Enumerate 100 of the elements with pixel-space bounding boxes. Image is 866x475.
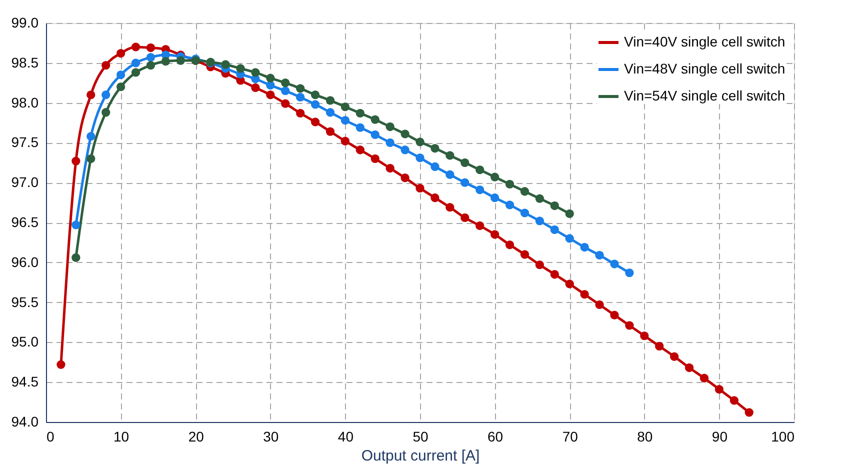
y-tick-label: 94.0 [11, 414, 39, 430]
legend-label: Vin=54V single cell switch [624, 88, 786, 104]
legend-label: Vin=48V single cell switch [624, 60, 786, 76]
point [430, 162, 440, 171]
point [550, 225, 559, 234]
point [490, 230, 500, 239]
x-tick-label: 80 [637, 428, 653, 444]
point [131, 58, 140, 68]
point [416, 138, 424, 146]
point [102, 108, 110, 117]
point [460, 213, 470, 222]
point [670, 352, 679, 361]
point [102, 90, 110, 100]
point [655, 342, 664, 351]
point [356, 123, 364, 132]
x-tick-label: 10 [114, 428, 130, 444]
point [520, 250, 530, 259]
point [490, 193, 500, 202]
point [326, 96, 335, 105]
point [490, 172, 500, 182]
point [116, 70, 126, 80]
point [56, 360, 66, 369]
point [744, 408, 754, 417]
point [580, 242, 589, 252]
point [310, 118, 320, 126]
point [131, 42, 140, 52]
point [86, 90, 96, 100]
point [400, 130, 410, 138]
point [72, 253, 80, 262]
x-axis-title: Output current [A] [361, 448, 480, 464]
point [281, 99, 290, 108]
point [416, 184, 424, 193]
point [86, 154, 96, 163]
x-tick-label: 40 [338, 428, 354, 444]
point [476, 221, 484, 230]
point [340, 116, 350, 125]
x-tick-label: 50 [412, 428, 428, 444]
point [251, 83, 260, 92]
point [460, 178, 470, 187]
point [266, 74, 275, 82]
point [416, 154, 424, 162]
point [460, 158, 470, 167]
point [326, 127, 335, 136]
y-tick-label: 96.5 [11, 214, 39, 230]
point [565, 234, 574, 243]
point [386, 122, 394, 132]
point [625, 321, 634, 330]
point [236, 64, 245, 73]
point [520, 187, 530, 196]
point [281, 78, 290, 88]
point [116, 82, 126, 92]
point [610, 260, 619, 268]
point [116, 49, 126, 58]
point [266, 90, 275, 100]
point [176, 56, 185, 65]
point [580, 290, 589, 299]
x-tick-label: 0 [46, 428, 54, 444]
point [266, 80, 275, 90]
point [700, 374, 709, 382]
point [430, 193, 440, 202]
point [550, 270, 559, 279]
point [476, 166, 484, 174]
x-tick-label: 70 [562, 428, 578, 444]
point [505, 200, 514, 210]
point [430, 144, 440, 153]
point [251, 68, 260, 77]
point [446, 170, 454, 179]
point [505, 240, 514, 250]
point [281, 86, 290, 96]
legend-label: Vin=40V single cell switch [624, 34, 786, 50]
point [161, 56, 170, 66]
point [370, 130, 380, 140]
point [625, 268, 634, 278]
y-tick-label: 94.5 [11, 374, 39, 390]
point [446, 203, 454, 212]
point [476, 185, 484, 194]
point [684, 363, 694, 372]
point [535, 194, 544, 203]
point [296, 92, 305, 102]
point [310, 90, 320, 100]
point [86, 132, 96, 141]
y-tick-label: 97.0 [11, 174, 39, 190]
y-tick-label: 95.0 [11, 334, 39, 350]
point [535, 260, 544, 270]
y-tick-label: 99.0 [11, 14, 39, 30]
point [326, 108, 335, 117]
point [146, 52, 156, 62]
y-tick-label: 98.5 [11, 54, 39, 70]
point [714, 384, 724, 394]
point [370, 154, 380, 163]
y-tick-label: 96.0 [11, 254, 39, 270]
x-tick-label: 30 [263, 428, 279, 444]
point [520, 208, 530, 218]
point [535, 216, 544, 226]
point [356, 146, 364, 154]
point [386, 138, 394, 148]
point [610, 310, 619, 320]
point [146, 60, 156, 70]
point [340, 102, 350, 112]
point [550, 201, 559, 210]
